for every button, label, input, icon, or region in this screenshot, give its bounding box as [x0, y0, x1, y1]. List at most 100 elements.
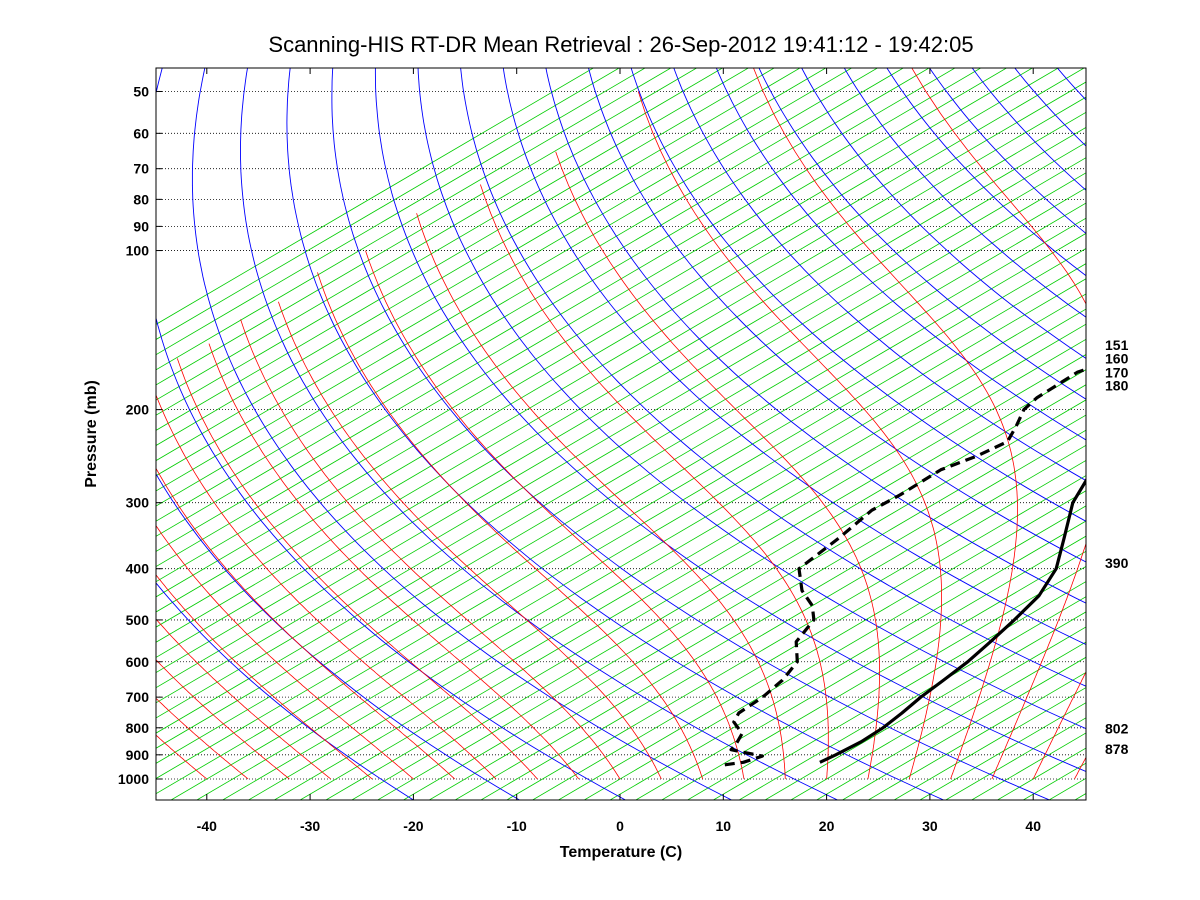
moist-adiabat-line: [156, 659, 290, 780]
x-ticks: -40 -30 -20 -10 0 10 20 30 40: [197, 68, 1041, 834]
isotherm-line: [156, 111, 1086, 658]
dry-adiabat-line: [460, 68, 1086, 687]
y-tick-label: 700: [126, 689, 150, 705]
x-tick-label: 40: [1025, 818, 1041, 834]
dry-adiabat-line: [715, 68, 1086, 441]
isotherm-line: [351, 369, 1086, 800]
x-tick-label: 0: [616, 818, 624, 834]
isotherm-line: [156, 157, 1086, 704]
dry-adiabat-line: [673, 68, 1086, 482]
isotherm-line: [156, 68, 956, 537]
y-tick-label: 100: [126, 243, 150, 259]
moist-adiabat-line: [911, 68, 1086, 780]
isotherm-line: [480, 444, 1086, 800]
plot-frame: [155, 67, 1087, 801]
isotherm-line: [156, 202, 1086, 749]
isotherm-line: [247, 308, 1086, 800]
plot-area: [156, 68, 1086, 800]
moist-adiabat-line: [753, 68, 1018, 780]
isotherm-line: [790, 626, 1086, 800]
isotherm-line: [505, 459, 1086, 800]
moist-adiabat-line: [156, 618, 332, 780]
x-axis-label: Temperature (C): [560, 844, 682, 861]
dry-adiabat-line: [1081, 46, 1200, 801]
moist-adiabat-line: [156, 525, 414, 780]
y-tick-label: 900: [126, 747, 150, 763]
isotherm-line: [557, 490, 1086, 800]
isotherm-line: [156, 68, 595, 325]
background-lines: [156, 46, 1200, 801]
isotherm-line: [454, 429, 1086, 800]
isotherm-line: [156, 68, 801, 446]
moist-adiabat-line: [156, 467, 455, 780]
dry-adiabat-line: [545, 68, 1086, 604]
dry-adiabat-line: [630, 68, 1086, 522]
y-tick-label: 1000: [118, 771, 149, 787]
isotherm-line: [376, 384, 1086, 800]
dry-adiabat-line: [191, 68, 733, 800]
x-tick-label: 10: [716, 818, 732, 834]
dry-adiabat-line: [331, 68, 1051, 800]
right-level-label: 390: [1105, 555, 1129, 571]
isotherm-line: [712, 581, 1086, 800]
x-tick-label: -10: [507, 818, 527, 834]
isotherm-line: [156, 68, 879, 492]
moist-adiabat-line: [278, 301, 662, 780]
pressure-gridlines: [156, 91, 1086, 780]
moist-adiabat-line: [555, 151, 880, 780]
y-tick-label: 80: [133, 191, 149, 207]
right-level-label: 151: [1105, 337, 1129, 353]
right-level-label: 878: [1105, 741, 1129, 757]
isotherm-line: [156, 142, 1086, 689]
moist-adiabat-line: [156, 734, 208, 780]
dry-adiabat-line: [758, 68, 1086, 400]
y-tick-label: 90: [133, 218, 149, 234]
temperature-profile-line: [819, 477, 1086, 764]
y-axis-label: Pressure (mb): [83, 380, 100, 488]
dry-adiabat-line: [886, 68, 1086, 277]
isotherm-line: [156, 68, 827, 462]
isotherm-line: [156, 68, 775, 431]
chart-title: Scanning-HIS RT-DR Mean Retrieval : 26-S…: [268, 32, 973, 57]
isotherm-line: [156, 68, 1060, 598]
moist-adiabat-line: [365, 250, 745, 780]
isotherm-line: [156, 68, 1008, 568]
y-tick-label: 50: [133, 83, 149, 99]
isotherm-line: [156, 68, 853, 477]
moist-adiabat-line: [480, 184, 829, 780]
moist-adiabat-line: [176, 358, 538, 780]
isotherm-line: [156, 96, 1086, 643]
isotherm-line: [815, 641, 1086, 800]
moist-adiabat-line: [208, 343, 580, 780]
isotherm-line: [156, 68, 1085, 613]
moist-adiabat-line: [1074, 756, 1086, 780]
x-tick-label: -40: [197, 818, 217, 834]
moist-adiabat-line: [1032, 671, 1086, 780]
y-ticks: 50 60 70 80 90 100 200 300 400 500 600 700 800 900 100…: [118, 83, 162, 787]
isotherm-line: [428, 414, 1086, 800]
y-tick-label: 500: [126, 612, 150, 628]
moist-adiabat-line: [156, 393, 497, 780]
isotherm-line: [156, 126, 1086, 674]
isotherm-line: [156, 68, 620, 340]
isotherm-line: [635, 535, 1086, 800]
isotherm-line: [156, 217, 1086, 764]
moist-adiabat-line: [637, 91, 942, 780]
isotherm-line: [156, 81, 1086, 628]
isotherm-line: [156, 68, 1034, 583]
isotherm-line: [196, 278, 1086, 800]
isotherm-line: [1074, 793, 1086, 800]
dry-adiabat-line: [286, 68, 945, 800]
isotherm-line: [156, 68, 698, 386]
right-level-label: 802: [1105, 720, 1129, 736]
moist-adiabat-line: [156, 574, 373, 780]
right-level-label: 160: [1105, 350, 1129, 366]
isotherm-line: [841, 656, 1086, 800]
dry-adiabat-line: [240, 68, 839, 800]
isotherm-line: [221, 293, 1086, 800]
series-lines: [724, 367, 1086, 767]
isotherm-line: [156, 68, 982, 552]
y-tick-label: 800: [126, 720, 150, 736]
